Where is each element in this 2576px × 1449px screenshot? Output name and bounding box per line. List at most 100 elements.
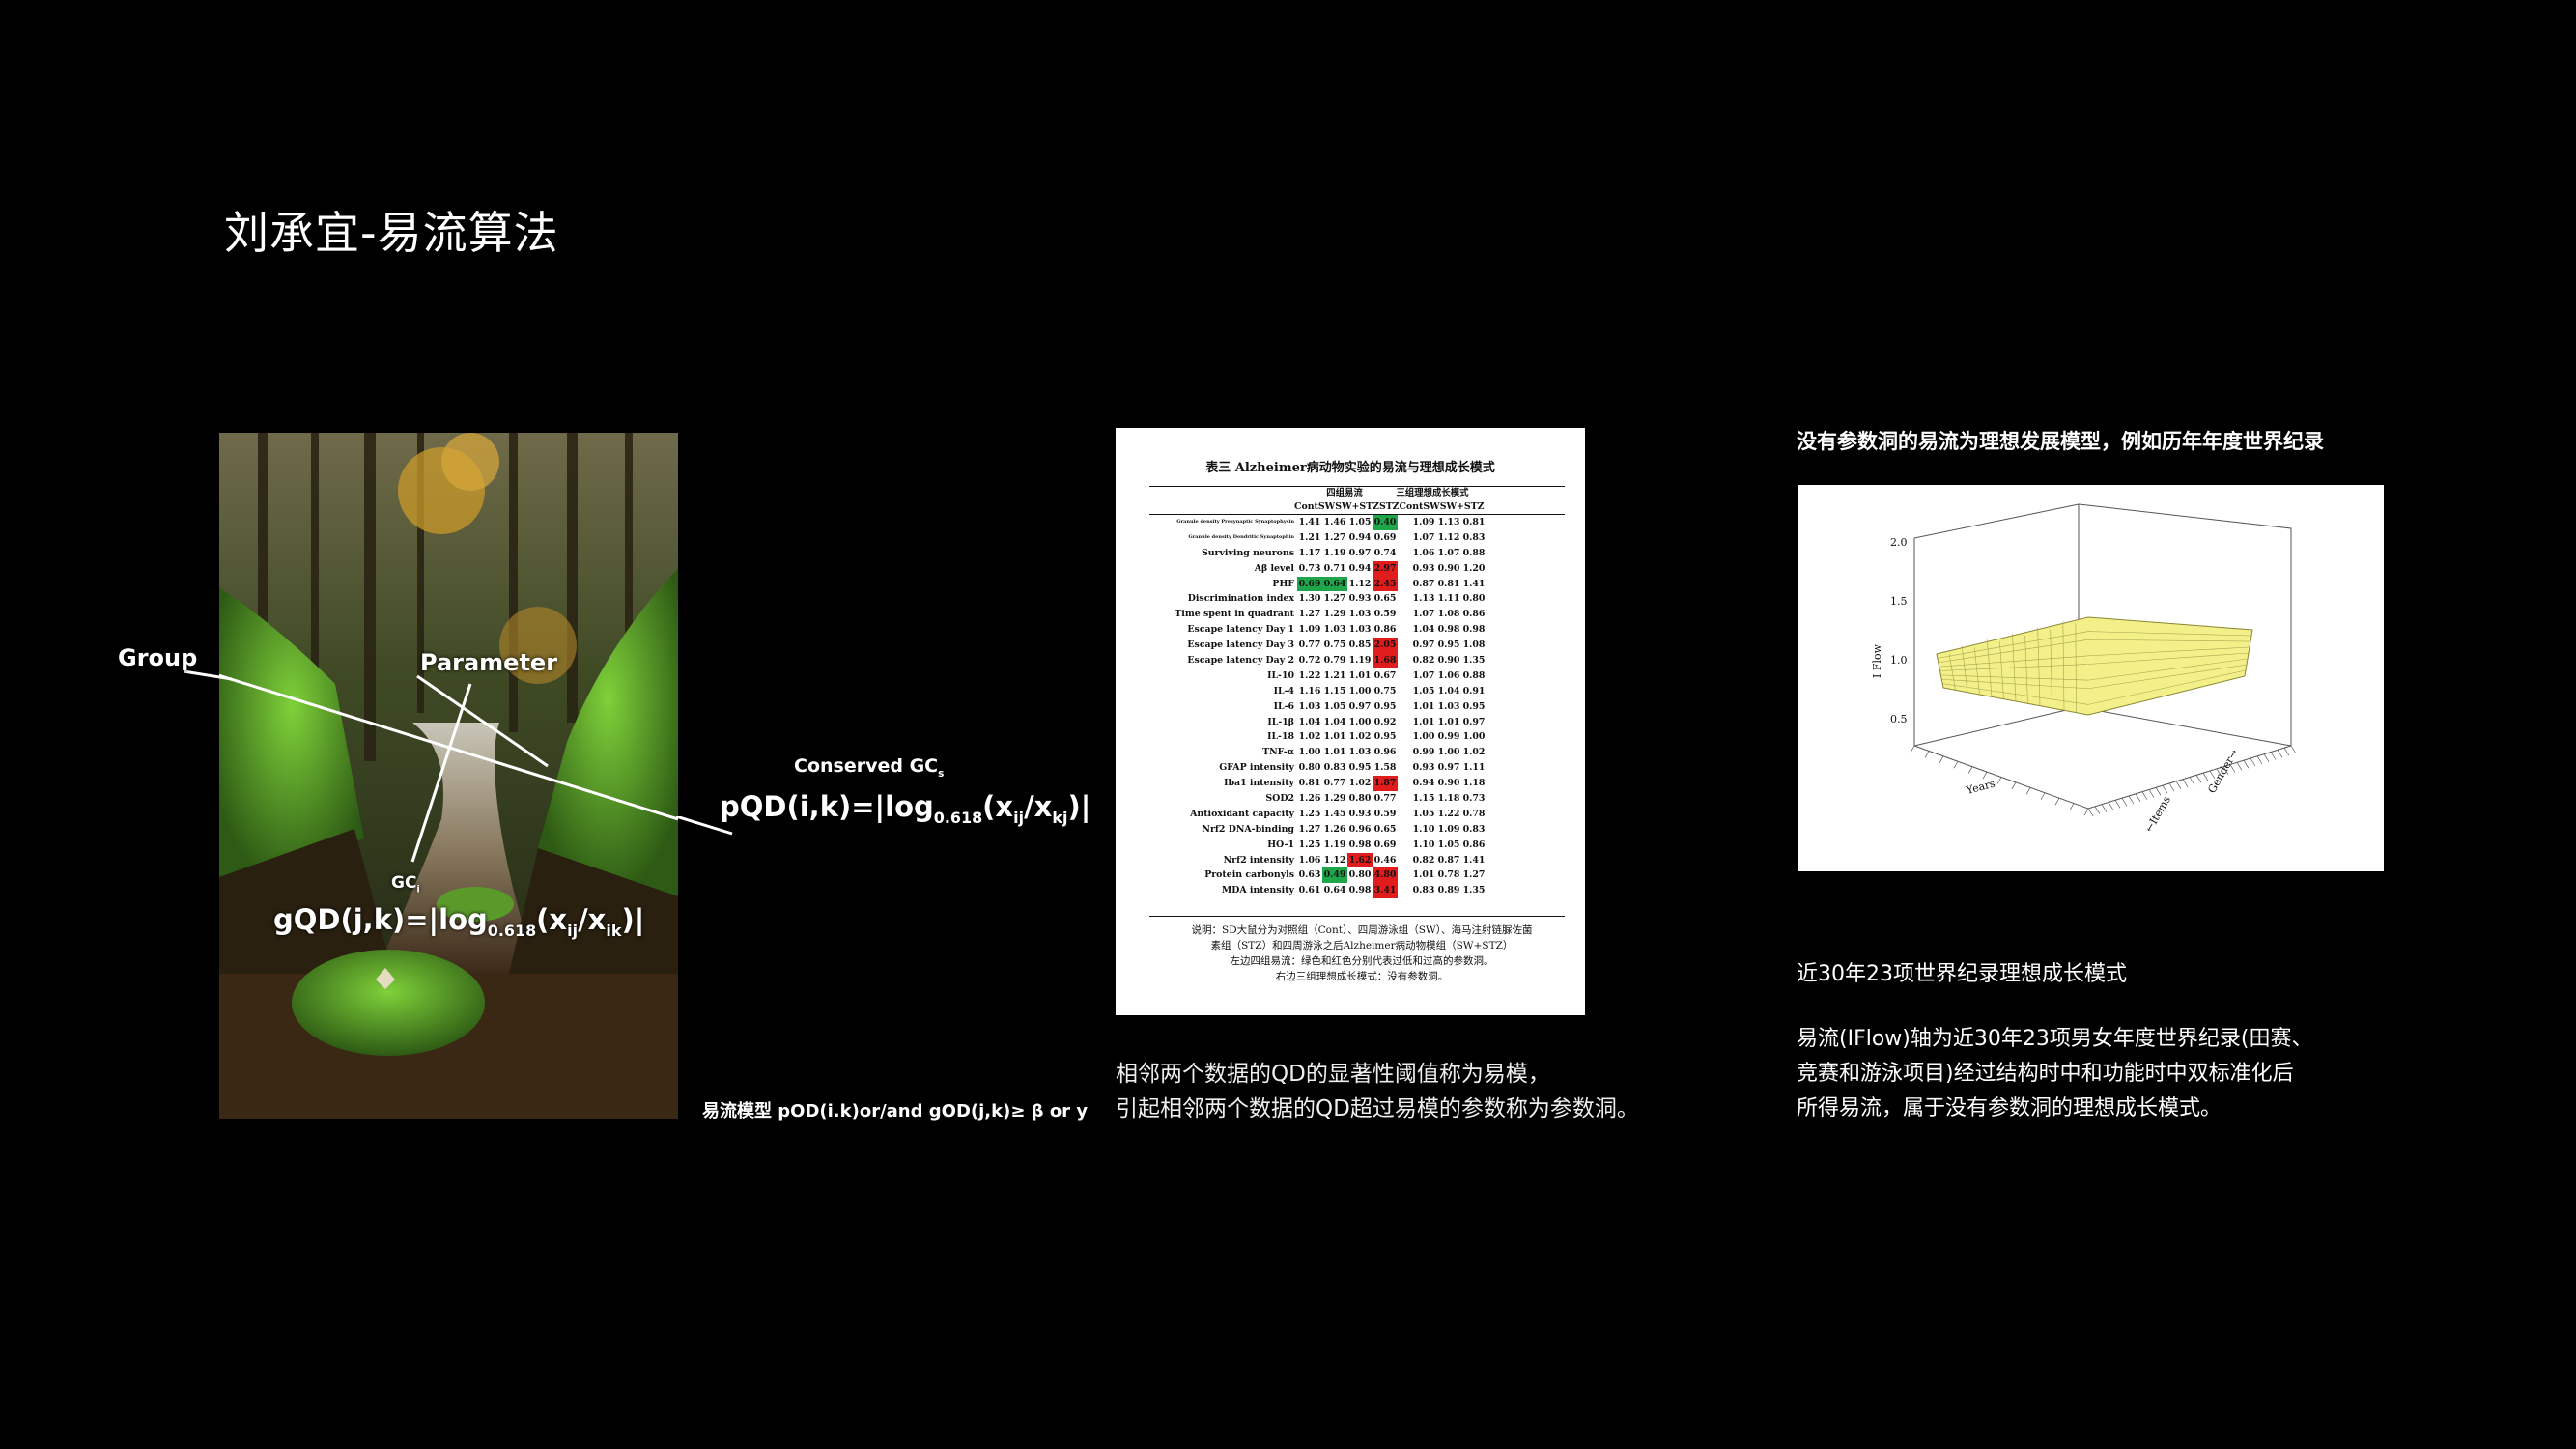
table-row: HO-1 1.25 1.19 0.98 0.69 1.10 1.05 0.86 <box>1149 838 1565 853</box>
table-cell: 0.90 <box>1437 778 1460 789</box>
table-cell: 1.02 <box>1298 731 1321 743</box>
right-desc-line3: 所得易流，属于没有参数洞的理想成长模式。 <box>1797 1096 2222 1121</box>
table-row: Nrf2 DNA-binding 1.27 1.26 0.96 0.65 1.10 1.09… <box>1149 822 1565 838</box>
table-cell: 0.95 <box>1373 731 1397 743</box>
column-header: STZ <box>1378 501 1400 512</box>
model-formula-text: 易流模型 pOD(i.k)or/and gOD(j,k)≥ β or y <box>702 1101 1089 1122</box>
table-cell: 1.01 <box>1412 869 1435 881</box>
table-cell: 1.45 <box>1323 808 1346 819</box>
table-cell: 1.08 <box>1437 609 1460 620</box>
table-row: Surviving neurons 1.17 1.19 0.97 0.74 1.06 1.0… <box>1149 546 1565 561</box>
gender-axis-label: Gender→ <box>2205 747 2240 795</box>
table-cell: 1.27 <box>1462 869 1486 881</box>
row-label: IL-6 <box>1273 700 1294 712</box>
row-label: MDA intensity <box>1221 885 1294 896</box>
table-row: Discrimination index 1.30 1.27 0.93 0.65 1.13… <box>1149 591 1565 607</box>
table-cell: 0.92 <box>1373 716 1397 727</box>
table-cell: 0.99 <box>1412 747 1435 758</box>
table-cell: 1.02 <box>1348 778 1372 789</box>
row-label: Surviving neurons <box>1201 547 1294 558</box>
row-label: TNF-α <box>1262 747 1294 758</box>
table-row: IL-18 1.02 1.01 1.02 0.95 1.00 0.99 1.00 <box>1149 729 1565 745</box>
table-cell: 0.93 <box>1348 808 1372 819</box>
surface-mesh <box>1936 616 2253 716</box>
row-label: Time spent in quadrant <box>1175 609 1294 620</box>
table-cell: 1.15 <box>1323 685 1346 696</box>
table-cell: 0.75 <box>1323 639 1346 651</box>
table-cell: 1.19 <box>1348 655 1372 667</box>
table-cell: 1.06 <box>1437 669 1460 681</box>
table-cell: 0.86 <box>1462 838 1486 850</box>
table-cell: 2.97 <box>1373 560 1398 577</box>
row-label: Escape latency Day 2 <box>1187 655 1294 667</box>
alzheimer-table-image: 表三 Alzheimer病动物实验的易流与理想成长模式 四组易流 三组理想成长模… <box>1116 428 1585 1015</box>
table-cell: 0.96 <box>1373 747 1397 758</box>
table-cell: 1.12 <box>1437 531 1460 543</box>
table-cell: 1.25 <box>1298 808 1321 819</box>
table-cell: 1.58 <box>1373 762 1397 774</box>
table-cell: 0.73 <box>1462 793 1486 805</box>
table-cell: 0.72 <box>1298 655 1321 667</box>
table-cell: 1.00 <box>1298 747 1321 758</box>
table-cell: 1.03 <box>1348 624 1372 636</box>
row-label: Granule density Presynaptic Synaptophysi… <box>1176 519 1294 525</box>
column-header: SW <box>1423 501 1440 512</box>
table-cell: 0.73 <box>1298 562 1321 574</box>
table-row: Iba1 intensity 0.81 0.77 1.02 1.87 0.94 0.90 1.… <box>1149 776 1565 792</box>
table-cell: 1.01 <box>1348 669 1372 681</box>
table-row: Escape latency Day 2 0.72 0.79 1.19 1.68 0.82… <box>1149 653 1565 668</box>
table-cell: 1.35 <box>1462 885 1486 896</box>
table-cell: 1.04 <box>1437 685 1460 696</box>
table-cell: 1.05 <box>1437 838 1460 850</box>
note-line: 右边三组理想成长模式：没有参数洞。 <box>1275 971 1449 982</box>
z-tick-2: 2.0 <box>1890 536 1908 549</box>
table-cell: 1.19 <box>1323 547 1346 558</box>
table-cell: 1.19 <box>1323 838 1346 850</box>
forest-stream-photo <box>219 433 678 1119</box>
note-line: 左边四组易流：绿色和红色分别代表过低和过高的参数洞。 <box>1230 955 1494 967</box>
table-cell: 1.00 <box>1348 685 1372 696</box>
table-cell: 0.97 <box>1412 639 1435 651</box>
table-row: Aβ level 0.73 0.71 0.94 2.97 0.93 0.90 1.20 <box>1149 560 1565 577</box>
table-cell: 0.98 <box>1462 624 1486 636</box>
table-cell: 0.95 <box>1437 639 1460 651</box>
table-cell: 1.03 <box>1348 609 1372 620</box>
table-cell: 1.07 <box>1412 669 1435 681</box>
row-label: Protein carbonyls <box>1204 869 1294 881</box>
table-cell: 1.13 <box>1412 593 1435 605</box>
table-cell: 0.85 <box>1348 639 1372 651</box>
z-tick-05: 0.5 <box>1890 713 1908 725</box>
table-cell: 1.07 <box>1437 547 1460 558</box>
table-cell: 1.27 <box>1298 609 1321 620</box>
table-row: IL-10 1.22 1.21 1.01 0.67 1.07 1.06 0.88 <box>1149 668 1565 684</box>
table-cell: 0.77 <box>1323 778 1346 789</box>
table-cell: 0.77 <box>1373 793 1397 805</box>
row-label: Escape latency Day 1 <box>1187 624 1294 636</box>
z-tick-15: 1.5 <box>1890 595 1908 608</box>
table-cell: 1.68 <box>1373 653 1398 668</box>
table-cell: 1.09 <box>1298 624 1321 636</box>
table-cell: 0.98 <box>1437 624 1460 636</box>
table-cell: 1.18 <box>1462 778 1486 789</box>
table-cell: 1.03 <box>1298 700 1321 712</box>
table-cell: 0.94 <box>1348 531 1372 543</box>
row-label: IL-4 <box>1273 685 1294 696</box>
forest-photo-art <box>219 433 678 1119</box>
table-cell: 1.22 <box>1437 808 1460 819</box>
table-cell: 1.09 <box>1412 517 1435 527</box>
table-cell: 0.80 <box>1348 793 1372 805</box>
row-label: IL-1β <box>1267 716 1294 727</box>
table-caption: 表三 Alzheimer病动物实验的易流与理想成长模式 <box>1205 461 1495 475</box>
table-body: Granule density Presynaptic Synaptophysi… <box>1149 515 1565 899</box>
row-label: Nrf2 DNA-binding <box>1202 823 1294 835</box>
table-cell: 0.86 <box>1462 609 1486 620</box>
group-line <box>219 673 678 821</box>
table-cell: 1.29 <box>1323 793 1346 805</box>
table-cell: 0.71 <box>1323 562 1346 574</box>
table-cell: 1.06 <box>1412 547 1435 558</box>
table-cell: 1.13 <box>1437 517 1460 527</box>
table-cell: 0.89 <box>1437 885 1460 896</box>
group-label: Group <box>118 644 198 671</box>
table-cell: 1.15 <box>1412 793 1435 805</box>
table-row: PHF 0.69 0.64 1.12 2.45 0.87 0.81 1.41 <box>1149 576 1565 592</box>
